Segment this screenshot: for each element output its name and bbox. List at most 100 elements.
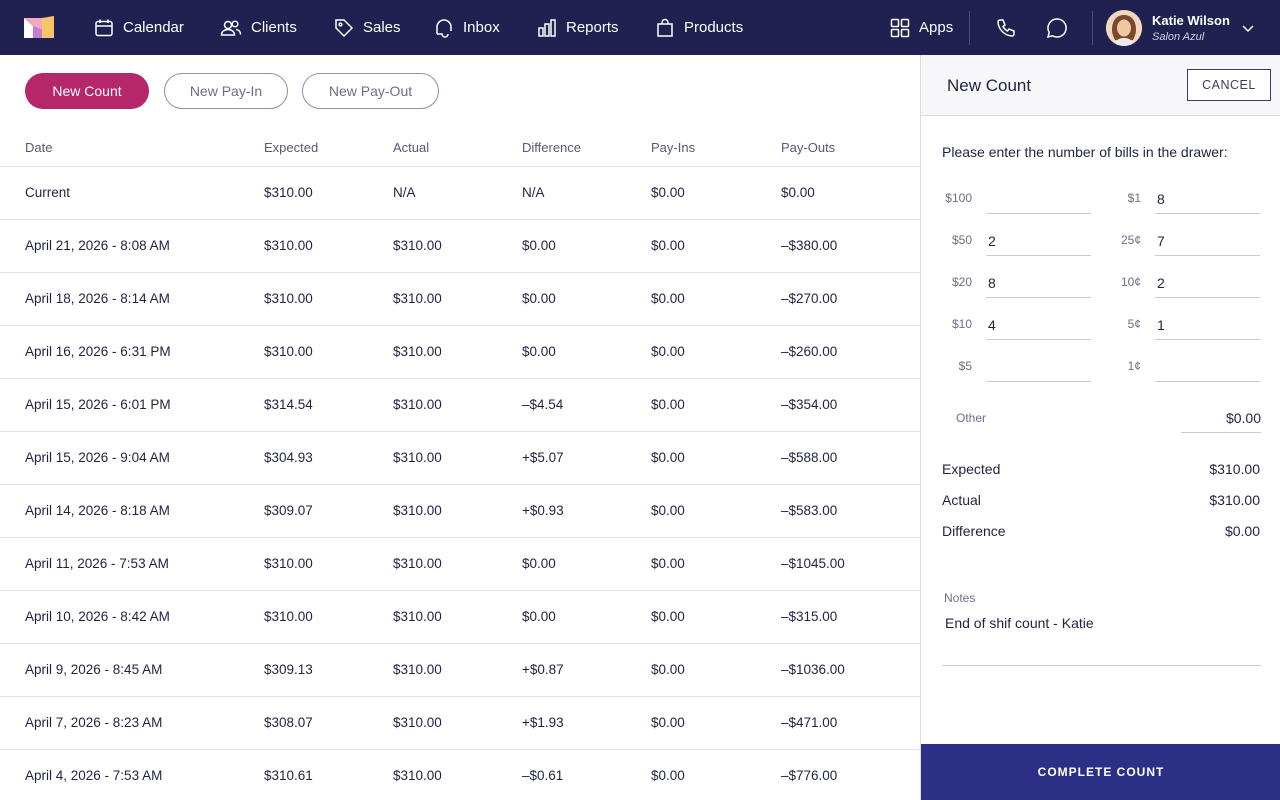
nav-item-reports[interactable]: Reports bbox=[537, 0, 619, 55]
coin-label: 5¢ bbox=[1127, 317, 1141, 331]
bill-label: $10 bbox=[951, 317, 972, 331]
row-pay-outs: –$1045.00 bbox=[781, 556, 845, 571]
table-row[interactable]: April 14, 2026 - 8:18 AM $309.07 $310.00 +$… bbox=[0, 485, 920, 538]
top-navigation-bar: Calendar Clients Sales Inbox Reports Pro… bbox=[0, 0, 1280, 55]
user-avatar-icon bbox=[1106, 10, 1142, 46]
coin-count-field[interactable] bbox=[1155, 184, 1260, 214]
row-expected: $314.54 bbox=[264, 397, 313, 412]
table-row[interactable]: April 11, 2026 - 7:53 AM $310.00 $310.00 $0… bbox=[0, 538, 920, 591]
avatar[interactable] bbox=[1106, 10, 1142, 46]
complete-count-button[interactable]: COMPLETE COUNT bbox=[921, 744, 1280, 800]
bill-count-field[interactable] bbox=[986, 352, 1091, 382]
row-pay-outs: –$380.00 bbox=[781, 238, 838, 253]
nav-item-sales[interactable]: Sales bbox=[334, 0, 401, 55]
row-expected: $310.00 bbox=[264, 291, 313, 306]
nav-item-clients[interactable]: Clients bbox=[220, 0, 297, 55]
nav-item-inbox[interactable]: Inbox bbox=[434, 0, 500, 55]
row-pay-ins: $0.00 bbox=[651, 556, 685, 571]
actual-label: Actual bbox=[942, 492, 981, 508]
new-pay-out-button[interactable]: New Pay-Out bbox=[302, 73, 439, 109]
clients-icon bbox=[220, 19, 242, 36]
new-count-button[interactable]: New Count bbox=[25, 73, 149, 109]
other-amount-field[interactable] bbox=[1181, 403, 1261, 433]
row-pay-ins: $0.00 bbox=[651, 609, 685, 624]
row-pay-ins: $0.00 bbox=[651, 450, 685, 465]
table-row[interactable]: April 21, 2026 - 8:08 AM $310.00 $310.00 $0… bbox=[0, 220, 920, 273]
row-expected: $308.07 bbox=[264, 715, 313, 730]
row-actual: N/A bbox=[393, 185, 416, 200]
coin-count-field[interactable] bbox=[1155, 352, 1260, 382]
app-logo-icon[interactable] bbox=[24, 16, 54, 38]
table-row[interactable]: April 16, 2026 - 6:31 PM $310.00 $310.00 $0… bbox=[0, 326, 920, 379]
row-pay-ins: $0.00 bbox=[651, 503, 685, 518]
row-pay-ins: $0.00 bbox=[651, 397, 685, 412]
bill-count-field[interactable] bbox=[986, 226, 1091, 256]
row-pay-ins: $0.00 bbox=[651, 662, 685, 677]
row-expected: $304.93 bbox=[264, 450, 313, 465]
row-difference: –$0.61 bbox=[522, 768, 564, 783]
bill-count-field[interactable] bbox=[986, 268, 1091, 298]
table-row[interactable]: Current $310.00 N/A N/A $0.00 $0.00 bbox=[0, 167, 920, 220]
column-header-date[interactable]: Date bbox=[25, 140, 53, 155]
row-difference: $0.00 bbox=[522, 556, 556, 571]
column-header-pay-ins[interactable]: Pay-Ins bbox=[651, 140, 696, 155]
row-date: April 16, 2026 - 6:31 PM bbox=[25, 344, 171, 359]
row-expected: $310.00 bbox=[264, 185, 313, 200]
nav-item-products[interactable]: Products bbox=[655, 0, 743, 55]
column-header-pay-outs[interactable]: Pay-Outs bbox=[781, 140, 836, 155]
nav-item-label: Sales bbox=[363, 19, 401, 36]
row-difference: $0.00 bbox=[522, 609, 556, 624]
user-name: Katie Wilson bbox=[1152, 13, 1230, 28]
table-row[interactable]: April 10, 2026 - 8:42 AM $310.00 $310.00 $0… bbox=[0, 591, 920, 644]
chevron-down-icon[interactable] bbox=[1240, 20, 1256, 36]
expected-value: $310.00 bbox=[1209, 461, 1260, 477]
cancel-button[interactable]: CANCEL bbox=[1187, 69, 1271, 101]
bill-count-field[interactable] bbox=[986, 184, 1091, 214]
row-expected: $310.00 bbox=[264, 609, 313, 624]
count-instructions: Please enter the number of bills in the … bbox=[942, 144, 1228, 160]
row-pay-outs: –$583.00 bbox=[781, 503, 838, 518]
cash-drawer-history-table: Date Expected Actual Difference Pay-Ins … bbox=[0, 128, 920, 800]
row-difference: +$0.93 bbox=[522, 503, 564, 518]
column-header-difference[interactable]: Difference bbox=[522, 140, 582, 155]
table-row[interactable]: April 15, 2026 - 9:04 AM $304.93 $310.00 +$… bbox=[0, 432, 920, 485]
other-label: Other bbox=[956, 411, 987, 425]
table-row[interactable]: April 4, 2026 - 7:53 AM $310.61 $310.00 –$0… bbox=[0, 750, 920, 800]
new-pay-in-button[interactable]: New Pay-In bbox=[164, 73, 288, 109]
phone-button[interactable] bbox=[992, 14, 1020, 42]
apps-grid-icon bbox=[890, 18, 910, 37]
messages-button[interactable] bbox=[1043, 14, 1071, 42]
table-header: Date Expected Actual Difference Pay-Ins … bbox=[0, 128, 920, 167]
row-pay-outs: –$270.00 bbox=[781, 291, 838, 306]
table-row[interactable]: April 7, 2026 - 8:23 AM $308.07 $310.00 +$1… bbox=[0, 697, 920, 750]
coin-count-field[interactable] bbox=[1155, 310, 1260, 340]
row-pay-ins: $0.00 bbox=[651, 344, 685, 359]
row-difference: +$5.07 bbox=[522, 450, 564, 465]
coin-label: 10¢ bbox=[1120, 275, 1141, 289]
table-body: Current $310.00 N/A N/A $0.00 $0.00 April 21, … bbox=[0, 167, 920, 800]
coin-count-field[interactable] bbox=[1155, 268, 1260, 298]
row-difference: $0.00 bbox=[522, 291, 556, 306]
notes-field[interactable]: End of shif count - Katie bbox=[942, 611, 1261, 666]
chat-bubble-icon bbox=[1046, 18, 1067, 39]
table-row[interactable]: April 15, 2026 - 6:01 PM $314.54 $310.00 –$… bbox=[0, 379, 920, 432]
nav-divider bbox=[1092, 11, 1093, 45]
row-difference: $0.00 bbox=[522, 344, 556, 359]
row-actual: $310.00 bbox=[393, 450, 442, 465]
difference-value: $0.00 bbox=[1224, 523, 1260, 539]
row-difference: +$1.93 bbox=[522, 715, 564, 730]
nav-item-apps[interactable]: Apps bbox=[890, 0, 953, 55]
panel-header: New Count CANCEL bbox=[921, 55, 1280, 116]
table-row[interactable]: April 18, 2026 - 8:14 AM $310.00 $310.00 $0… bbox=[0, 273, 920, 326]
column-header-actual[interactable]: Actual bbox=[393, 140, 430, 155]
nav-item-calendar[interactable]: Calendar bbox=[94, 0, 184, 55]
column-header-expected[interactable]: Expected bbox=[264, 140, 319, 155]
table-row[interactable]: April 9, 2026 - 8:45 AM $309.13 $310.00 +$0… bbox=[0, 644, 920, 697]
bill-count-field[interactable] bbox=[986, 310, 1091, 340]
row-expected: $310.00 bbox=[264, 344, 313, 359]
user-location: Salon Azul bbox=[1152, 31, 1205, 43]
row-actual: $310.00 bbox=[393, 291, 442, 306]
shopping-bag-icon bbox=[657, 18, 673, 37]
coin-count-field[interactable] bbox=[1155, 226, 1260, 256]
difference-label: Difference bbox=[942, 523, 1006, 539]
